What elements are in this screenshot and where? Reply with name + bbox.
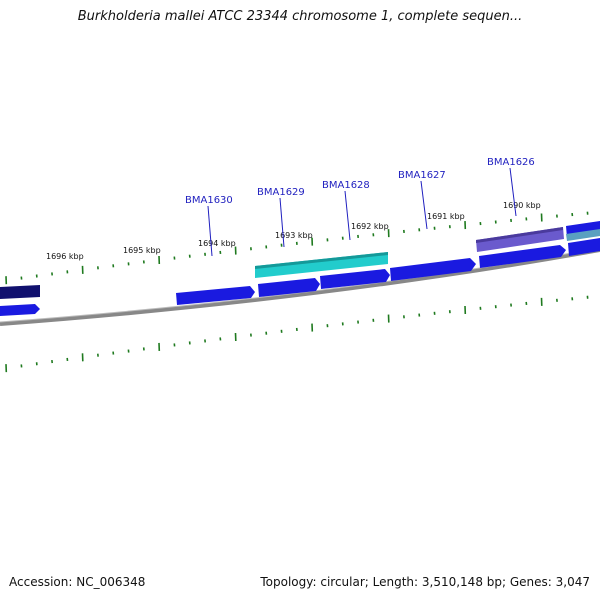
- upper-scale-ring: [5, 211, 589, 285]
- gene-arrow-bma1629[interactable]: [258, 278, 320, 297]
- scale-label-1693: 1693 kbp: [275, 231, 313, 240]
- scale-label-1695: 1695 kbp: [123, 246, 161, 255]
- gene-arrow-bma1626[interactable]: [479, 245, 566, 268]
- scale-label-1694: 1694 kbp: [198, 239, 236, 248]
- chromosome-backbone: [0, 248, 600, 326]
- gene-lane-forward: [0, 238, 600, 316]
- gene-label-bma1630[interactable]: BMA1630: [185, 195, 233, 206]
- map-title: Burkholderia mallei ATCC 23344 chromosom…: [77, 9, 523, 24]
- gene-label-bma1628[interactable]: BMA1628: [322, 180, 370, 191]
- scale-label-1692: 1692 kbp: [351, 222, 389, 231]
- gene-label-group: BMA1630 BMA1629 BMA1628 BMA1627 BMA1626: [185, 157, 535, 257]
- scale-label-1691: 1691 kbp: [427, 212, 465, 221]
- gene-arrow-right-edge[interactable]: [568, 238, 600, 256]
- gene-label-bma1626[interactable]: BMA1626: [487, 157, 535, 168]
- gene-arrow-bma1627[interactable]: [390, 258, 476, 281]
- genome-info-text: Topology: circular; Length: 3,510,148 bp…: [260, 575, 590, 589]
- gene-label-bma1627[interactable]: BMA1627: [398, 170, 446, 181]
- feature-dark-left[interactable]: [0, 285, 40, 299]
- gene-arrow-left-edge[interactable]: [0, 304, 40, 316]
- scale-label-1690: 1690 kbp: [503, 201, 541, 210]
- gene-arrow-bma1630[interactable]: [176, 286, 255, 305]
- accession-text: Accession: NC_006348: [9, 575, 146, 589]
- gene-label-bma1629[interactable]: BMA1629: [257, 187, 305, 198]
- gene-arrow-bma1628[interactable]: [320, 269, 390, 289]
- lower-scale-ring: [5, 295, 589, 373]
- feature-pseudo-bma1626[interactable]: [476, 227, 564, 252]
- scale-label-1696: 1696 kbp: [46, 252, 84, 261]
- feature-lane-upper: [0, 221, 600, 299]
